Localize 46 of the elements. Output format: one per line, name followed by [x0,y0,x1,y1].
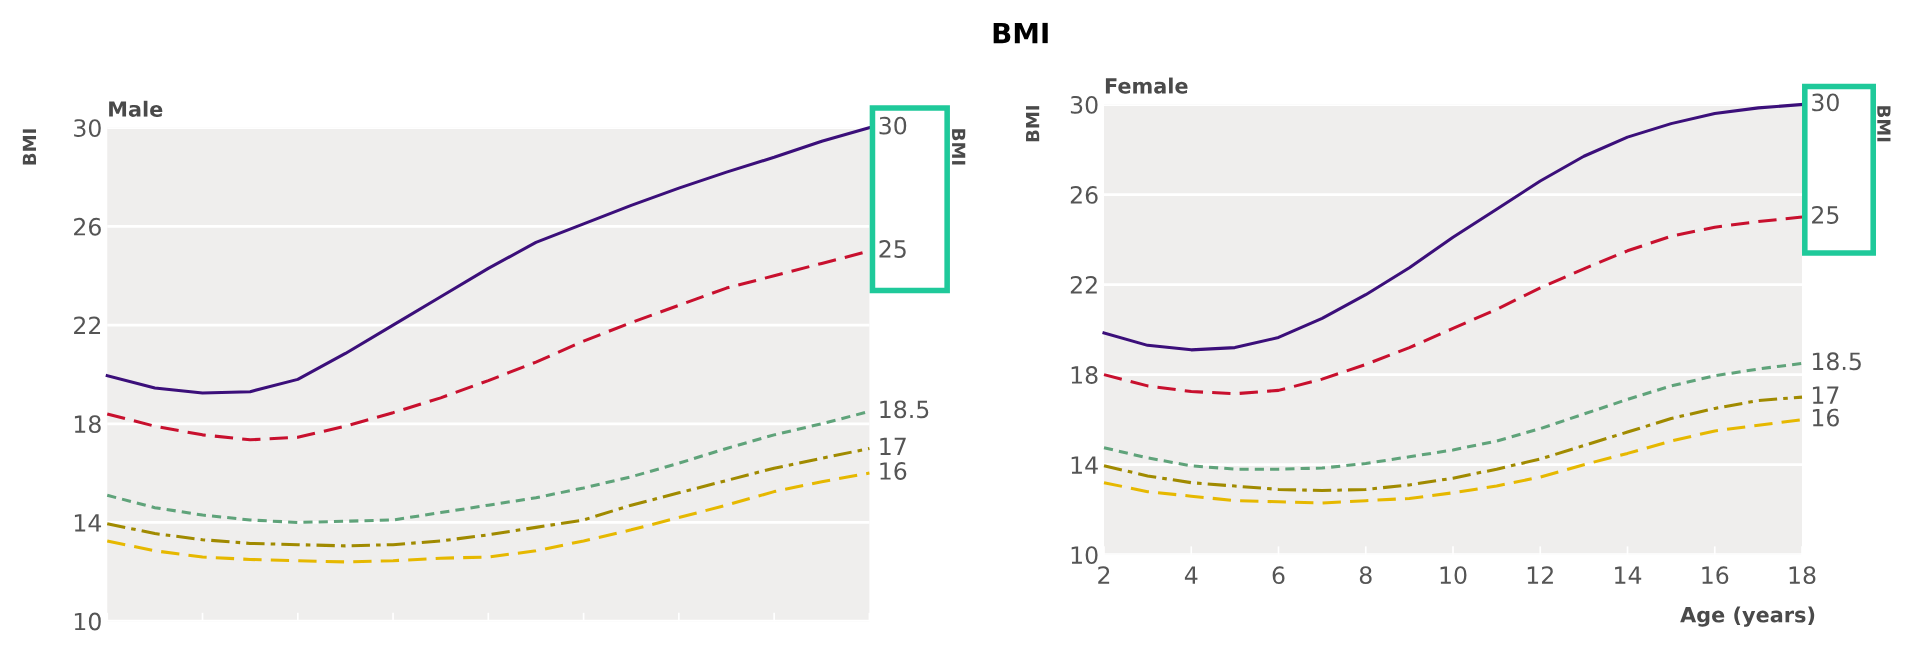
series-label: 16 [1812,408,1839,427]
y-tick-label: 18 [74,415,101,434]
x-tick-label: 16 [1702,566,1729,585]
y-tick-label: 26 [74,217,101,236]
x-tick-label: 2 [1098,566,1110,584]
chart-title: Male [109,100,163,117]
y-tick-label: 10 [74,612,101,631]
x-tick-label: 6 [1272,566,1285,585]
line-series [1102,395,1804,493]
x-tick-label: 12 [1527,566,1553,584]
y-axis-title: BMI [22,129,37,165]
y-tick-label: 30 [74,119,101,138]
series-label: 18.5 [880,400,929,419]
series-label: 17 [1812,386,1839,404]
y-tick-label: 30 [1070,95,1098,114]
x-axis-title: Age (years) [1680,606,1815,627]
line-series [1102,361,1804,471]
line-series [105,126,871,395]
y2-axis-title: BMI [952,129,966,165]
x-tick-label: 14 [1615,566,1642,584]
y-tick-label: 22 [74,316,101,335]
x-tick-label: 10 [1440,566,1467,585]
y-tick-label: 14 [74,514,102,532]
series-label: 30 [1812,93,1839,112]
series-label: 30 [879,116,907,135]
series-label: 25 [1812,206,1839,224]
y-tick-label: 26 [1070,185,1098,204]
series-label: 25 [879,240,906,258]
series-label: 16 [880,462,907,480]
line-series [1102,102,1804,352]
line-series [105,446,871,548]
line-series [105,471,871,564]
y-tick-label: 14 [1071,456,1098,474]
y-tick-label: 22 [1070,276,1097,294]
y-tick-label: 18 [1071,366,1098,384]
x-tick-label: 4 [1184,566,1198,584]
series-label: 17 [880,437,906,455]
x-tick-label: 8 [1359,566,1372,585]
text: BMI [993,22,1048,44]
y2-axis-title: BMI [1877,106,1891,142]
y-axis-title: BMI [1026,106,1040,142]
chart-title: Female [1105,77,1188,94]
line-series [1102,215,1804,396]
series-label: 18.5 [1812,352,1861,371]
x-tick-label: 18 [1789,566,1816,585]
y-tick-label: 10 [1071,546,1098,565]
